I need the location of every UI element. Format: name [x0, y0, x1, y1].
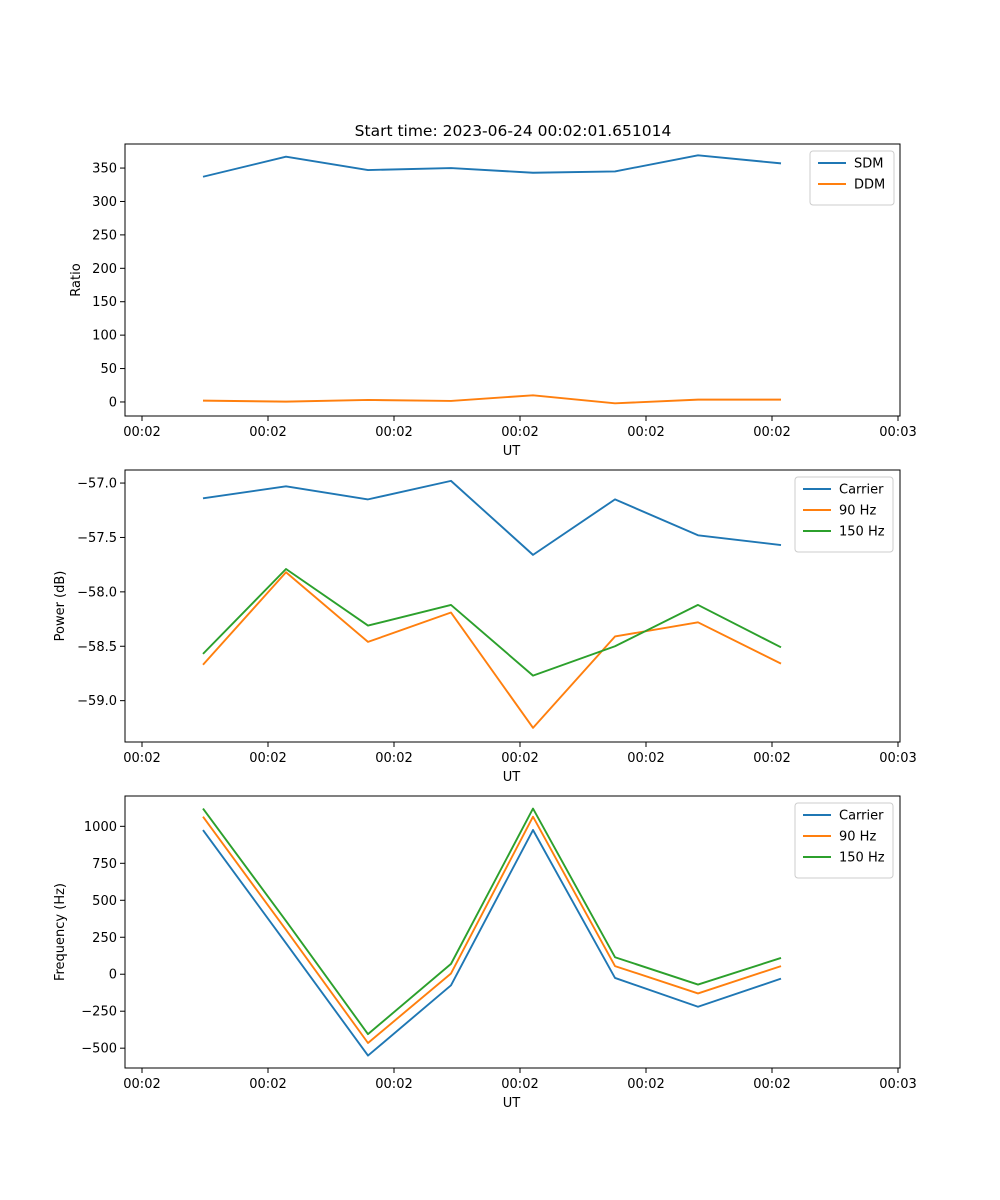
legend: Carrier 90 Hz 150 Hz — [794, 802, 894, 879]
series-line-90-hz — [202, 815, 782, 1044]
legend: SDM DDM — [809, 150, 895, 206]
legend-label: 90 Hz — [839, 504, 876, 519]
x-tick-label: 00:02 — [627, 425, 664, 440]
y-tick-label: 50 — [100, 362, 117, 377]
y-tick-label: 100 — [92, 329, 117, 344]
legend-label: 90 Hz — [839, 830, 876, 845]
y-tick-label: 300 — [92, 195, 117, 210]
legend-label: Carrier — [839, 809, 884, 824]
legend: Carrier 90 Hz 150 Hz — [794, 476, 894, 553]
x-tick-label: 00:02 — [375, 751, 412, 766]
y-tick-label: −500 — [81, 1042, 117, 1057]
x-tick-label: 00:02 — [123, 1077, 160, 1092]
x-axis-label: UT — [503, 770, 521, 785]
series-line-90-hz — [202, 571, 782, 729]
x-tick-label: 00:02 — [627, 1077, 664, 1092]
series-line-sdm — [202, 154, 782, 178]
chart-panel-2: 00:02 00:02 00:02 00:02 00:02 00:02 00:03 UT −57… — [53, 469, 917, 785]
y-tick-label: 750 — [92, 857, 117, 872]
y-tick-label: 150 — [92, 295, 117, 310]
y-axis-label: Frequency (Hz) — [53, 883, 68, 981]
legend-box — [794, 476, 894, 553]
plot-area — [124, 143, 901, 417]
x-tick-label: 00:02 — [501, 1077, 538, 1092]
x-tick-label: 00:02 — [123, 751, 160, 766]
y-tick-label: 0 — [109, 968, 117, 983]
x-tick-label: 00:02 — [249, 425, 286, 440]
x-tick-label: 00:02 — [249, 751, 286, 766]
y-tick-label: 350 — [92, 162, 117, 177]
x-tick-label: 00:02 — [753, 425, 790, 440]
figure-title: Start time: 2023-06-24 00:02:01.651014 — [355, 122, 672, 140]
x-axis-label: UT — [503, 1096, 521, 1111]
series-line-carrier — [202, 829, 782, 1057]
legend-label: SDM — [854, 157, 883, 172]
x-tick-label: 00:03 — [879, 751, 916, 766]
x-tick-label: 00:02 — [501, 751, 538, 766]
x-tick-label: 00:02 — [375, 1077, 412, 1092]
x-tick-label: 00:03 — [879, 1077, 916, 1092]
y-tick-label: 200 — [92, 262, 117, 277]
legend-label: 150 Hz — [839, 525, 885, 540]
x-tick-label: 00:02 — [627, 751, 664, 766]
x-tick-label: 00:02 — [249, 1077, 286, 1092]
chart-panel-1: 00:02 00:02 00:02 00:02 00:02 00:02 00:03 UT 0 50… — [69, 143, 917, 459]
legend-label: 150 Hz — [839, 851, 885, 866]
series-line-carrier — [202, 479, 782, 556]
y-tick-label: −57.5 — [77, 531, 117, 546]
legend-label: DDM — [854, 178, 885, 193]
y-axis-label: Ratio — [69, 263, 84, 296]
series-line-150-hz — [202, 807, 782, 1036]
y-tick-label: −57.0 — [77, 477, 117, 492]
x-tick-label: 00:02 — [501, 425, 538, 440]
x-tick-label: 00:02 — [753, 1077, 790, 1092]
series-line-150-hz — [202, 568, 782, 677]
y-tick-label: 0 — [109, 395, 117, 410]
chart-panel-3: 00:02 00:02 00:02 00:02 00:02 00:02 00:03 UT 100… — [53, 795, 917, 1111]
plot-area — [124, 469, 901, 743]
legend-label: Carrier — [839, 483, 884, 498]
y-tick-label: −250 — [81, 1005, 117, 1020]
x-axis-label: UT — [503, 444, 521, 459]
legend-box — [794, 802, 894, 879]
y-tick-label: 1000 — [84, 820, 117, 835]
x-tick-label: 00:02 — [375, 425, 412, 440]
plot-area — [124, 795, 901, 1069]
y-tick-label: 500 — [92, 894, 117, 909]
y-tick-label: −58.5 — [77, 640, 117, 655]
x-tick-label: 00:02 — [753, 751, 790, 766]
x-tick-label: 00:03 — [879, 425, 916, 440]
y-tick-label: 250 — [92, 931, 117, 946]
x-tick-label: 00:02 — [123, 425, 160, 440]
series-line-ddm — [202, 394, 781, 405]
y-tick-label: 250 — [92, 228, 117, 243]
y-axis-label: Power (dB) — [53, 571, 68, 642]
legend-box — [809, 150, 895, 206]
y-tick-label: −58.0 — [77, 585, 117, 600]
y-tick-label: −59.0 — [77, 694, 117, 709]
